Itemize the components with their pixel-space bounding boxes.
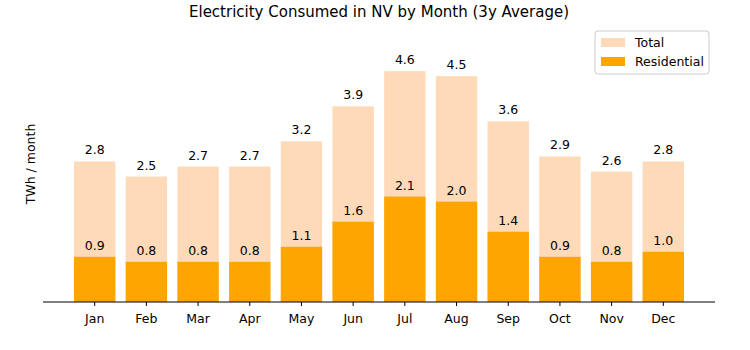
x-tick [611,302,612,306]
x-tick-label: May [289,311,315,326]
legend-label: Total [634,35,664,50]
data-label: 2.5 [136,158,156,173]
data-label: 3.6 [498,102,518,117]
bar [591,262,632,302]
bar [74,161,115,302]
data-label: 3.2 [292,122,312,137]
x-tick [146,302,147,306]
data-label: 0.8 [136,243,156,258]
data-label: 0.8 [188,243,208,258]
data-label: 2.8 [653,142,673,157]
legend-swatch [601,38,625,47]
data-label: 1.4 [498,213,518,228]
data-labels: 2.8 2.5 2.7 2.7 3.2 3.9 4.6 4.5 3.6 2.9 2.6 2.8 0.9 0… [85,52,674,258]
bar [126,177,167,302]
data-label: 0.9 [85,238,105,253]
bar [436,202,477,302]
data-label: 4.6 [395,52,415,67]
legend-label: Residential [635,54,704,69]
data-label: 2.0 [447,183,467,198]
bar [332,222,373,302]
x-tick-label: Dec [651,311,675,326]
data-label: 1.0 [653,233,673,248]
bar [539,257,580,302]
bar [126,262,167,302]
x-tick [663,302,664,306]
data-label: 3.9 [343,87,363,102]
bar [177,262,218,302]
x-tick-label: Oct [549,311,571,326]
data-label: 2.1 [395,178,415,193]
legend-box [595,31,709,74]
chart: Electricity Consumed in NV by Month (3y … [0,0,750,350]
bar [229,262,270,302]
bar [643,161,684,302]
data-label: 2.9 [550,137,570,152]
bar [539,156,580,302]
data-label: 4.5 [447,57,467,72]
x-tick-label: Apr [239,311,261,326]
legend-swatch [601,57,625,66]
x-tick [404,302,405,306]
data-label: 0.8 [240,243,260,258]
x-tick-label: Sep [496,311,520,326]
data-label: 2.7 [188,148,208,163]
x-tick-label: Mar [186,311,210,326]
bar [591,172,632,302]
bars [74,71,684,302]
data-label: 0.9 [550,238,570,253]
data-label: 2.7 [240,148,260,163]
bar [384,71,425,302]
data-label: 2.8 [85,142,105,157]
x-tick-label: Feb [135,311,157,326]
bar [74,257,115,302]
x-tick [301,302,302,306]
bar [436,76,477,302]
x-tick [249,302,250,306]
bar [488,121,529,302]
x-tick [94,302,95,306]
x-tick [559,302,560,306]
legend: Total Residential [595,31,709,74]
data-label: 1.6 [343,203,363,218]
x-ticks: Jan Feb Mar Apr May Jun Jul Aug Sep Oct Nov Dec [84,302,675,326]
bar [281,141,322,302]
x-tick [198,302,199,306]
bar [643,252,684,302]
bar [332,106,373,302]
data-label: 1.1 [292,228,312,243]
x-tick [508,302,509,306]
x-tick-label: Jun [342,311,363,326]
bar [229,167,270,302]
x-tick-label: Jan [84,311,104,326]
x-tick-label: Jul [396,311,412,326]
data-label: 2.6 [602,153,622,168]
data-label: 0.8 [602,243,622,258]
x-tick-label: Aug [444,311,468,326]
y-axis-label: TWh / month [23,124,38,206]
bar [384,197,425,302]
title: Electricity Consumed in NV by Month (3y … [189,3,569,21]
x-tick-label: Nov [599,311,624,326]
x-axis-line [43,302,715,303]
bar [281,247,322,302]
x-tick [456,302,457,306]
bar [488,232,529,302]
x-tick [353,302,354,306]
bar [177,167,218,302]
